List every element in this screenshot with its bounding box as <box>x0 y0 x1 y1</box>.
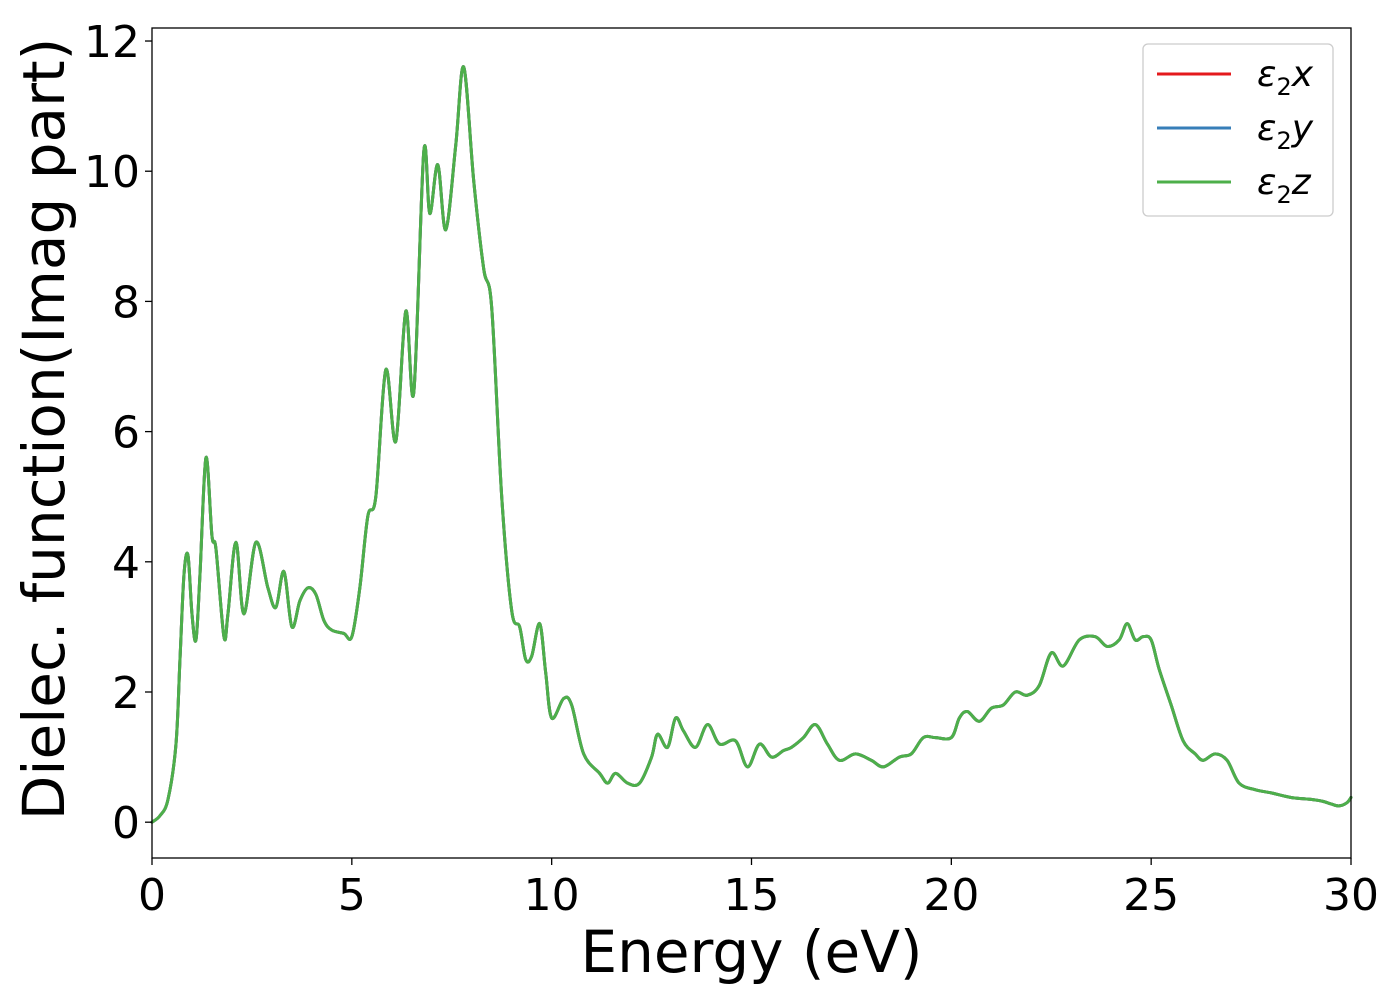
legend-item: ε2x <box>1157 54 1314 101</box>
legend-label-main: ε <box>1257 162 1276 203</box>
legend-label-subscript: 2 <box>1276 181 1291 209</box>
x-axis-ticks: 0 5 10 15 20 25 30 <box>138 858 1379 921</box>
y-tick-label: 10 <box>84 147 140 198</box>
series-layer <box>150 65 1353 824</box>
x-tick-label: 5 <box>338 870 366 921</box>
legend-label: ε2z <box>1257 162 1312 209</box>
y-tick-label: 6 <box>112 408 140 459</box>
x-axis-title: Energy (eV) <box>580 918 922 986</box>
legend-frame <box>1142 43 1334 217</box>
legend-item: ε2z <box>1157 162 1312 209</box>
x-tick-label: 10 <box>524 870 580 921</box>
y-tick-label: 8 <box>112 277 140 328</box>
x-tick-label: 30 <box>1323 870 1379 921</box>
x-tick-label: 15 <box>724 870 780 921</box>
x-tick-label: 0 <box>138 870 166 921</box>
y-tick-label: 2 <box>112 668 140 719</box>
legend-label: ε2y <box>1257 108 1314 155</box>
x-tick-label: 20 <box>923 870 979 921</box>
legend-label-tail: x <box>1291 54 1314 95</box>
y-axis-title: Dielec. function(Imag part) <box>10 38 78 821</box>
y-tick-label: 12 <box>84 17 140 68</box>
series-line-3 <box>150 65 1353 824</box>
y-tick-label: 0 <box>112 798 140 849</box>
legend-label-main: ε <box>1257 54 1276 95</box>
legend-label-tail: z <box>1291 162 1312 203</box>
legend-label-subscript: 2 <box>1276 127 1291 155</box>
y-tick-label: 4 <box>112 538 140 589</box>
y-axis-ticks: 0 2 4 6 8 10 12 <box>84 17 152 849</box>
legend-label: ε2x <box>1257 54 1314 101</box>
x-tick-label: 25 <box>1123 870 1179 921</box>
legend-label-subscript: 2 <box>1276 73 1291 101</box>
legend-label-tail: y <box>1291 108 1314 149</box>
legend-item: ε2y <box>1157 108 1314 155</box>
legend-label-main: ε <box>1257 108 1276 149</box>
